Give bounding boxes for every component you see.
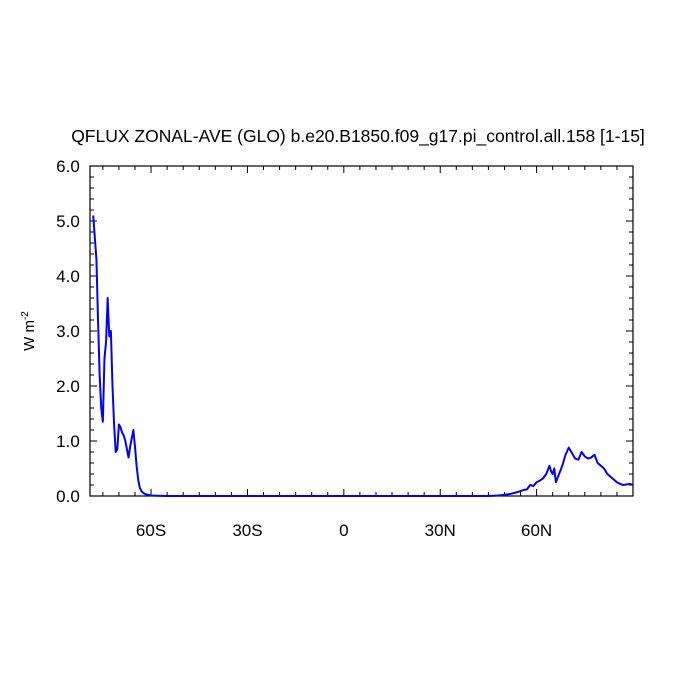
x-tick-label: 60S	[136, 521, 166, 540]
y-tick-label: 4.0	[56, 267, 80, 286]
y-tick-label: 1.0	[56, 432, 80, 451]
x-tick-label: 30S	[232, 521, 262, 540]
x-tick-label: 30N	[425, 521, 456, 540]
chart-title: QFLUX ZONAL-AVE (GLO) b.e20.B1850.f09_g1…	[71, 126, 645, 147]
plot-area: 0.0 1.0 2.0 3.0 4.0 5.0 6.0 60S 30S 0 30N 60N	[56, 157, 634, 540]
y-tick-label: 5.0	[56, 212, 80, 231]
y-tick-label: 2.0	[56, 377, 80, 396]
qflux-series-line	[92, 215, 634, 497]
y-tick-label: 6.0	[56, 157, 80, 176]
plot-frame	[89, 165, 634, 497]
y-axis-label-text: W m-2	[20, 311, 38, 351]
y-tick-label: 0.0	[56, 487, 80, 506]
x-tick-label: 0	[339, 521, 348, 540]
y-tick-label: 3.0	[56, 322, 80, 341]
y-axis-label: W m-2	[20, 311, 38, 351]
x-tick-label: 60N	[521, 521, 552, 540]
